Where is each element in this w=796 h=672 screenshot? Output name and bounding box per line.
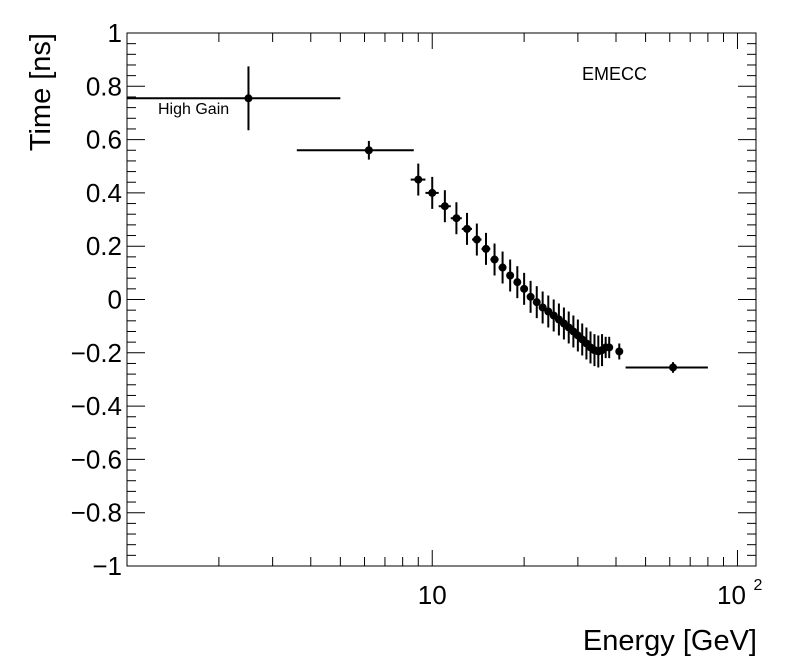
data-point (526, 280, 535, 313)
point-marker (526, 292, 535, 301)
data-point (506, 259, 515, 292)
point-marker (532, 298, 541, 307)
y-tick-label: −0.4 (71, 391, 122, 421)
point-marker (520, 284, 529, 293)
point-marker (244, 94, 253, 103)
y-tick-label: 0 (108, 285, 122, 315)
data-point (538, 291, 547, 324)
point-marker (414, 175, 423, 184)
x-tick-labels: 10 10 2 (418, 577, 763, 610)
y-tick-label: −0.8 (71, 498, 122, 528)
y-tick-label: −0.2 (71, 338, 122, 368)
data-point (472, 223, 482, 256)
point-marker (506, 271, 515, 280)
data-point (615, 343, 624, 360)
point-marker (440, 202, 449, 211)
data-point (438, 190, 451, 223)
point-marker (605, 343, 614, 352)
data-point (481, 232, 491, 265)
x-tick-label: 10 (717, 580, 746, 610)
data-point (127, 66, 341, 131)
point-marker (472, 235, 481, 244)
data-point (578, 323, 587, 356)
data-point (582, 327, 591, 360)
data-point (520, 272, 529, 305)
point-marker (498, 263, 507, 272)
data-point (296, 140, 414, 160)
y-tick-labels: 1 0.8 0.6 0.4 0.2 0 −0.2 −0.4 −0.6 −0.8 −1 (71, 18, 122, 581)
data-point (410, 163, 426, 196)
y-tick-label: 0.2 (86, 231, 122, 261)
data-point (564, 311, 573, 344)
point-marker (428, 188, 437, 197)
data-point (513, 266, 522, 299)
y-tick-label: 0.8 (86, 71, 122, 101)
x-tick-label: 10 (418, 580, 447, 610)
axis-ticks (126, 32, 756, 567)
data-point (425, 176, 439, 209)
data-point (605, 336, 614, 359)
y-tick-label: −1 (92, 551, 122, 581)
data-point (544, 295, 553, 328)
y-tick-label: 0.6 (86, 125, 122, 155)
point-marker (615, 347, 624, 356)
point-marker (481, 244, 490, 253)
annotation-emecc: EMECC (582, 64, 647, 84)
x-axis-label: Energy [GeV] (583, 625, 757, 657)
annotation-high-gain: High Gain (158, 101, 229, 118)
data-point (554, 303, 563, 336)
y-axis-label: Time [ns] (25, 33, 57, 151)
data-point (461, 212, 473, 245)
data-points (127, 66, 708, 373)
data-point (532, 286, 541, 319)
y-tick-label: −0.6 (71, 444, 122, 474)
point-marker (364, 146, 373, 155)
point-marker (669, 363, 678, 372)
point-marker (452, 214, 461, 223)
data-point (549, 299, 558, 332)
data-point (450, 202, 462, 235)
data-point (573, 319, 582, 352)
data-point (569, 315, 578, 348)
data-point (559, 307, 568, 340)
data-point (625, 362, 708, 373)
point-marker (463, 224, 472, 233)
point-marker (490, 255, 499, 264)
point-marker (513, 278, 522, 287)
x-tick-exponent: 2 (753, 577, 762, 594)
y-tick-label: 1 (108, 18, 122, 48)
y-tick-label: 0.4 (86, 178, 122, 208)
data-point (490, 243, 499, 276)
point-marker (538, 303, 547, 312)
data-point (498, 251, 507, 284)
